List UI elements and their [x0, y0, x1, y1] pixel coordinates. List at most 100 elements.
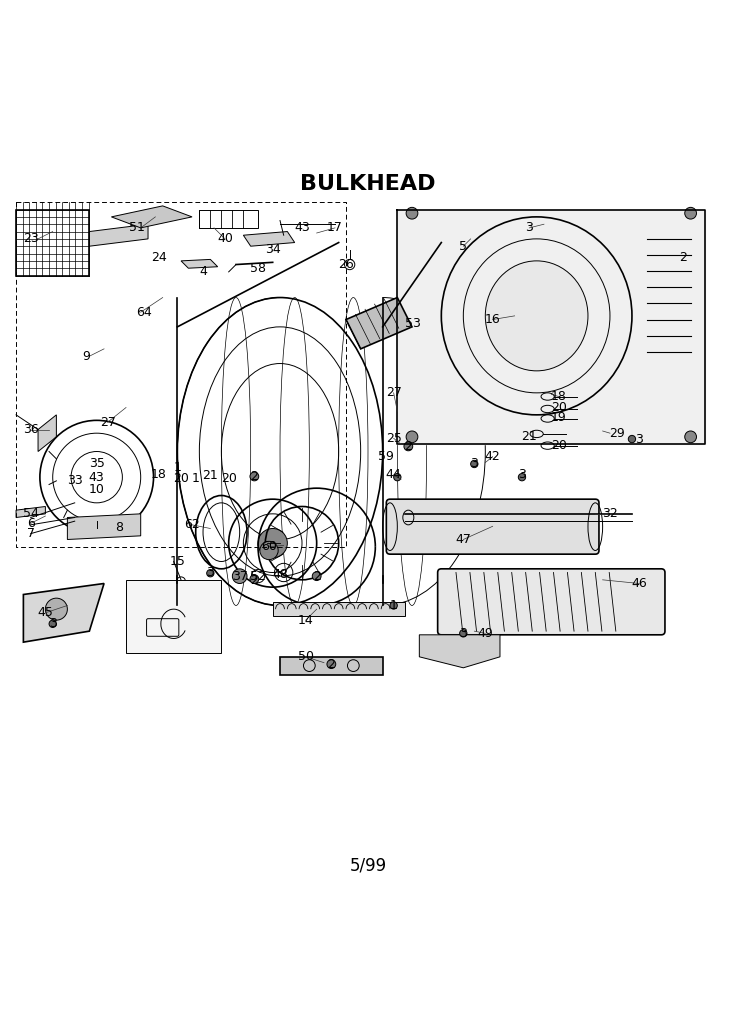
Text: 33: 33 [67, 474, 82, 487]
Circle shape [460, 629, 467, 637]
Circle shape [250, 472, 259, 481]
Text: 3: 3 [459, 627, 467, 640]
Text: 3: 3 [526, 221, 534, 234]
Polygon shape [38, 415, 57, 451]
Circle shape [207, 569, 214, 576]
Text: 10: 10 [89, 483, 105, 496]
Text: 2: 2 [250, 574, 258, 587]
Text: 43: 43 [294, 221, 310, 234]
Text: 16: 16 [485, 313, 500, 326]
Polygon shape [89, 225, 148, 246]
Text: 21: 21 [521, 431, 537, 443]
Circle shape [684, 431, 696, 443]
Text: 29: 29 [609, 426, 625, 440]
Text: 3: 3 [49, 617, 57, 630]
Text: 7: 7 [26, 527, 35, 540]
Ellipse shape [233, 569, 247, 584]
Text: 60: 60 [261, 540, 277, 554]
Text: 1: 1 [192, 472, 199, 485]
Text: 3: 3 [206, 566, 214, 579]
Text: 44: 44 [386, 469, 402, 481]
Text: 18: 18 [151, 469, 167, 481]
Text: 8: 8 [115, 521, 123, 533]
Text: 2: 2 [404, 440, 412, 453]
Text: 5: 5 [459, 240, 467, 253]
Text: 53: 53 [405, 317, 420, 330]
Polygon shape [24, 584, 104, 642]
Circle shape [470, 461, 478, 468]
Text: 40: 40 [217, 233, 233, 245]
Circle shape [518, 473, 526, 481]
Text: 24: 24 [151, 250, 167, 264]
Polygon shape [181, 260, 218, 268]
Text: 49: 49 [478, 627, 493, 640]
Text: 17: 17 [327, 221, 343, 234]
Text: 64: 64 [136, 305, 152, 319]
Text: 6: 6 [26, 516, 35, 530]
Polygon shape [111, 206, 192, 228]
Polygon shape [272, 601, 405, 617]
Text: 47: 47 [456, 533, 471, 546]
Text: 3: 3 [635, 433, 643, 445]
Ellipse shape [260, 541, 278, 560]
Ellipse shape [485, 261, 588, 371]
FancyBboxPatch shape [438, 569, 665, 634]
Circle shape [390, 601, 397, 610]
Text: 9: 9 [82, 350, 90, 362]
Text: 51: 51 [129, 221, 145, 234]
Text: 4: 4 [199, 265, 207, 278]
Text: 26: 26 [338, 258, 354, 271]
Text: 50: 50 [297, 650, 314, 663]
Text: 58: 58 [250, 262, 266, 274]
Text: 25: 25 [386, 432, 402, 445]
Circle shape [404, 442, 413, 451]
Text: 46: 46 [631, 576, 647, 590]
Circle shape [250, 574, 259, 584]
Polygon shape [280, 657, 383, 675]
Text: 20: 20 [551, 401, 567, 414]
Text: 3: 3 [470, 456, 478, 470]
Text: 52: 52 [250, 569, 266, 583]
Text: 14: 14 [298, 614, 314, 626]
Text: 27: 27 [100, 416, 116, 428]
Polygon shape [16, 506, 46, 518]
FancyBboxPatch shape [386, 499, 599, 554]
Text: 54: 54 [23, 507, 39, 521]
Text: 1: 1 [174, 462, 181, 474]
Text: 20: 20 [221, 472, 237, 485]
Circle shape [394, 473, 401, 481]
Text: BULKHEAD: BULKHEAD [300, 174, 436, 194]
Circle shape [629, 436, 636, 443]
Text: 62: 62 [184, 519, 200, 531]
Text: 2: 2 [679, 250, 687, 264]
Text: 2: 2 [328, 657, 336, 671]
Text: 20: 20 [173, 472, 189, 485]
Polygon shape [244, 232, 294, 246]
Circle shape [406, 431, 418, 443]
Text: 5/99: 5/99 [350, 857, 386, 875]
Text: 3: 3 [518, 469, 526, 481]
Text: 15: 15 [169, 555, 185, 568]
Polygon shape [68, 513, 141, 539]
Circle shape [406, 207, 418, 219]
Text: 23: 23 [23, 233, 38, 245]
Text: 42: 42 [485, 450, 500, 463]
Ellipse shape [258, 529, 287, 558]
Text: 48: 48 [272, 568, 288, 582]
Text: 27: 27 [386, 386, 402, 400]
Text: 2: 2 [313, 569, 321, 583]
Circle shape [49, 620, 57, 627]
Text: 32: 32 [602, 507, 618, 521]
Circle shape [684, 207, 696, 219]
Circle shape [312, 571, 321, 581]
Text: 1: 1 [390, 599, 397, 612]
Text: 45: 45 [38, 607, 53, 619]
FancyBboxPatch shape [126, 580, 222, 653]
Circle shape [327, 659, 336, 669]
Text: 19: 19 [551, 411, 567, 423]
Text: 43: 43 [89, 471, 105, 483]
Text: 36: 36 [23, 423, 38, 436]
Circle shape [46, 598, 68, 620]
Polygon shape [420, 634, 500, 668]
Text: 21: 21 [202, 469, 219, 482]
